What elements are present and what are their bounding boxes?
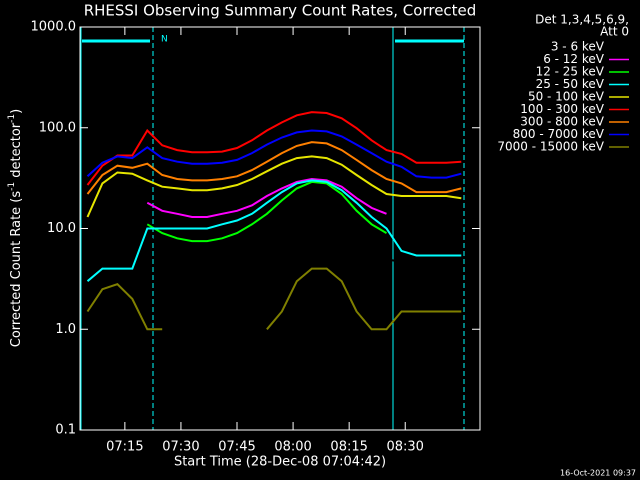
series-line <box>146 204 417 264</box>
x-tick-label: 08:00 <box>274 440 311 455</box>
series-line <box>146 177 387 218</box>
legend-label: 800 - 7000 keV <box>513 127 605 141</box>
y-axis-label-part: Corrected Count Rate (s <box>9 191 24 348</box>
series-line <box>86 179 462 282</box>
timestamp: 16-Oct-2021 09:37 <box>560 469 636 478</box>
series-line <box>86 129 462 179</box>
series-line <box>86 141 462 195</box>
x-tick-label: 07:30 <box>162 440 199 455</box>
legend-label: 3 - 6 keV <box>551 40 605 54</box>
series-line <box>146 180 388 243</box>
y-axis-label-part: -1 <box>7 182 17 191</box>
y-tick-label: 0.1 <box>55 423 76 438</box>
y-tick-label: 1.0 <box>55 322 76 337</box>
x-tick-label: 07:45 <box>218 440 255 455</box>
series-line <box>86 155 462 218</box>
y-axis-label-part: -1 <box>7 114 17 123</box>
x-tick-label: 08:30 <box>386 440 423 455</box>
annotation: N <box>161 35 168 45</box>
chart-title: RHESSI Observing Summary Count Rates, Co… <box>84 2 477 20</box>
legend-label: 25 - 50 keV <box>536 77 605 91</box>
y-tick-label: 1000.0 <box>31 20 77 35</box>
x-axis-label: Start Time (28-Dec-08 07:04:42) <box>174 455 386 470</box>
legend-title: Det 1,3,4,5,6,9, <box>535 13 629 27</box>
x-tick-label: 08:15 <box>330 440 367 455</box>
legend-label: 100 - 300 keV <box>520 102 604 116</box>
y-axis-label: Corrected Count Rate (s-1 detector-1) <box>7 109 24 347</box>
legend-label: 300 - 800 keV <box>520 115 604 129</box>
y-axis-label-part: detector <box>9 122 24 182</box>
x-tick-label: 07:15 <box>106 440 143 455</box>
legend-label: 12 - 25 keV <box>536 65 605 79</box>
series-line <box>86 267 462 331</box>
legend-label: 7000 - 15000 keV <box>497 140 604 154</box>
series-line <box>86 111 462 186</box>
legend-label: 6 - 12 keV <box>543 52 605 66</box>
y-tick-label: 100.0 <box>39 120 76 135</box>
legend-title: Att 0 <box>600 25 629 39</box>
y-tick-label: 10.0 <box>47 221 76 236</box>
y-axis-label-part: ) <box>9 109 24 114</box>
legend-label: 50 - 100 keV <box>528 90 605 104</box>
